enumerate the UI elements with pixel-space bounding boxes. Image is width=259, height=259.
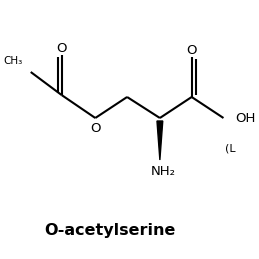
Text: CH₃: CH₃	[4, 56, 23, 66]
Text: O: O	[90, 121, 100, 134]
Text: NH₂: NH₂	[150, 164, 175, 177]
Text: OH: OH	[235, 112, 255, 125]
Text: O: O	[186, 44, 197, 56]
Text: O: O	[56, 41, 67, 54]
Text: O-acetylserine: O-acetylserine	[44, 222, 175, 238]
Text: (L: (L	[225, 143, 236, 153]
Polygon shape	[157, 121, 163, 160]
